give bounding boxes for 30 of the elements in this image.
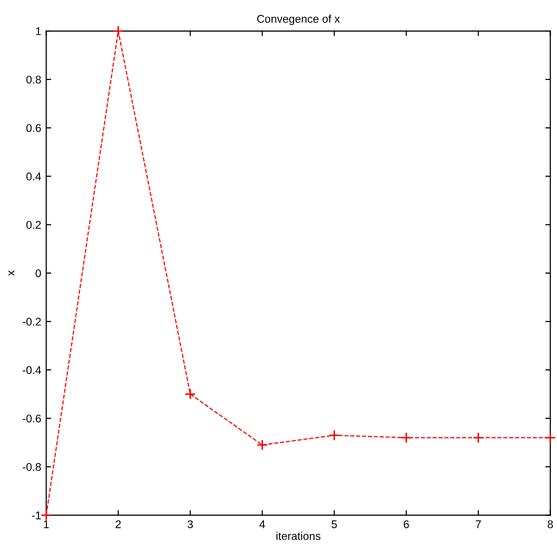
point — [112, 25, 124, 37]
y-axis-title: x — [8, 270, 14, 276]
y-tick-label: 0.2 — [26, 220, 41, 229]
x-tick-label: 4 — [259, 520, 266, 528]
x-tick-label: 6 — [404, 520, 409, 528]
y-tick-label: 0.8 — [26, 76, 41, 84]
y-tick-label: -0.6 — [22, 414, 41, 422]
x-tick-label: 7 — [476, 520, 481, 528]
y-tick-label: 0.4 — [26, 172, 42, 180]
x-tick-label: 5 — [332, 520, 337, 528]
x-axis-title: iterations — [276, 532, 320, 540]
point — [328, 430, 340, 441]
point — [184, 388, 196, 400]
point — [40, 510, 52, 521]
y-tick-label: 0 — [36, 269, 41, 278]
y-tick-label: 1 — [36, 27, 41, 36]
point — [544, 432, 556, 444]
y-tick-label: -0.2 — [22, 318, 41, 326]
y-tick-label: 0.6 — [26, 124, 41, 132]
point — [256, 439, 268, 451]
point — [472, 432, 484, 444]
x-tick-label: 8 — [548, 520, 553, 528]
x-tick-label: 1 — [44, 520, 49, 528]
x-tick-label: 2 — [116, 520, 121, 528]
chart-title: Convegence of x — [257, 14, 340, 25]
point — [400, 432, 412, 444]
y-tick-label: -0.4 — [22, 366, 42, 374]
y-tick-label: -1 — [32, 512, 41, 520]
x-tick-label: 3 — [188, 520, 193, 528]
y-tick-label: -0.8 — [22, 463, 41, 471]
